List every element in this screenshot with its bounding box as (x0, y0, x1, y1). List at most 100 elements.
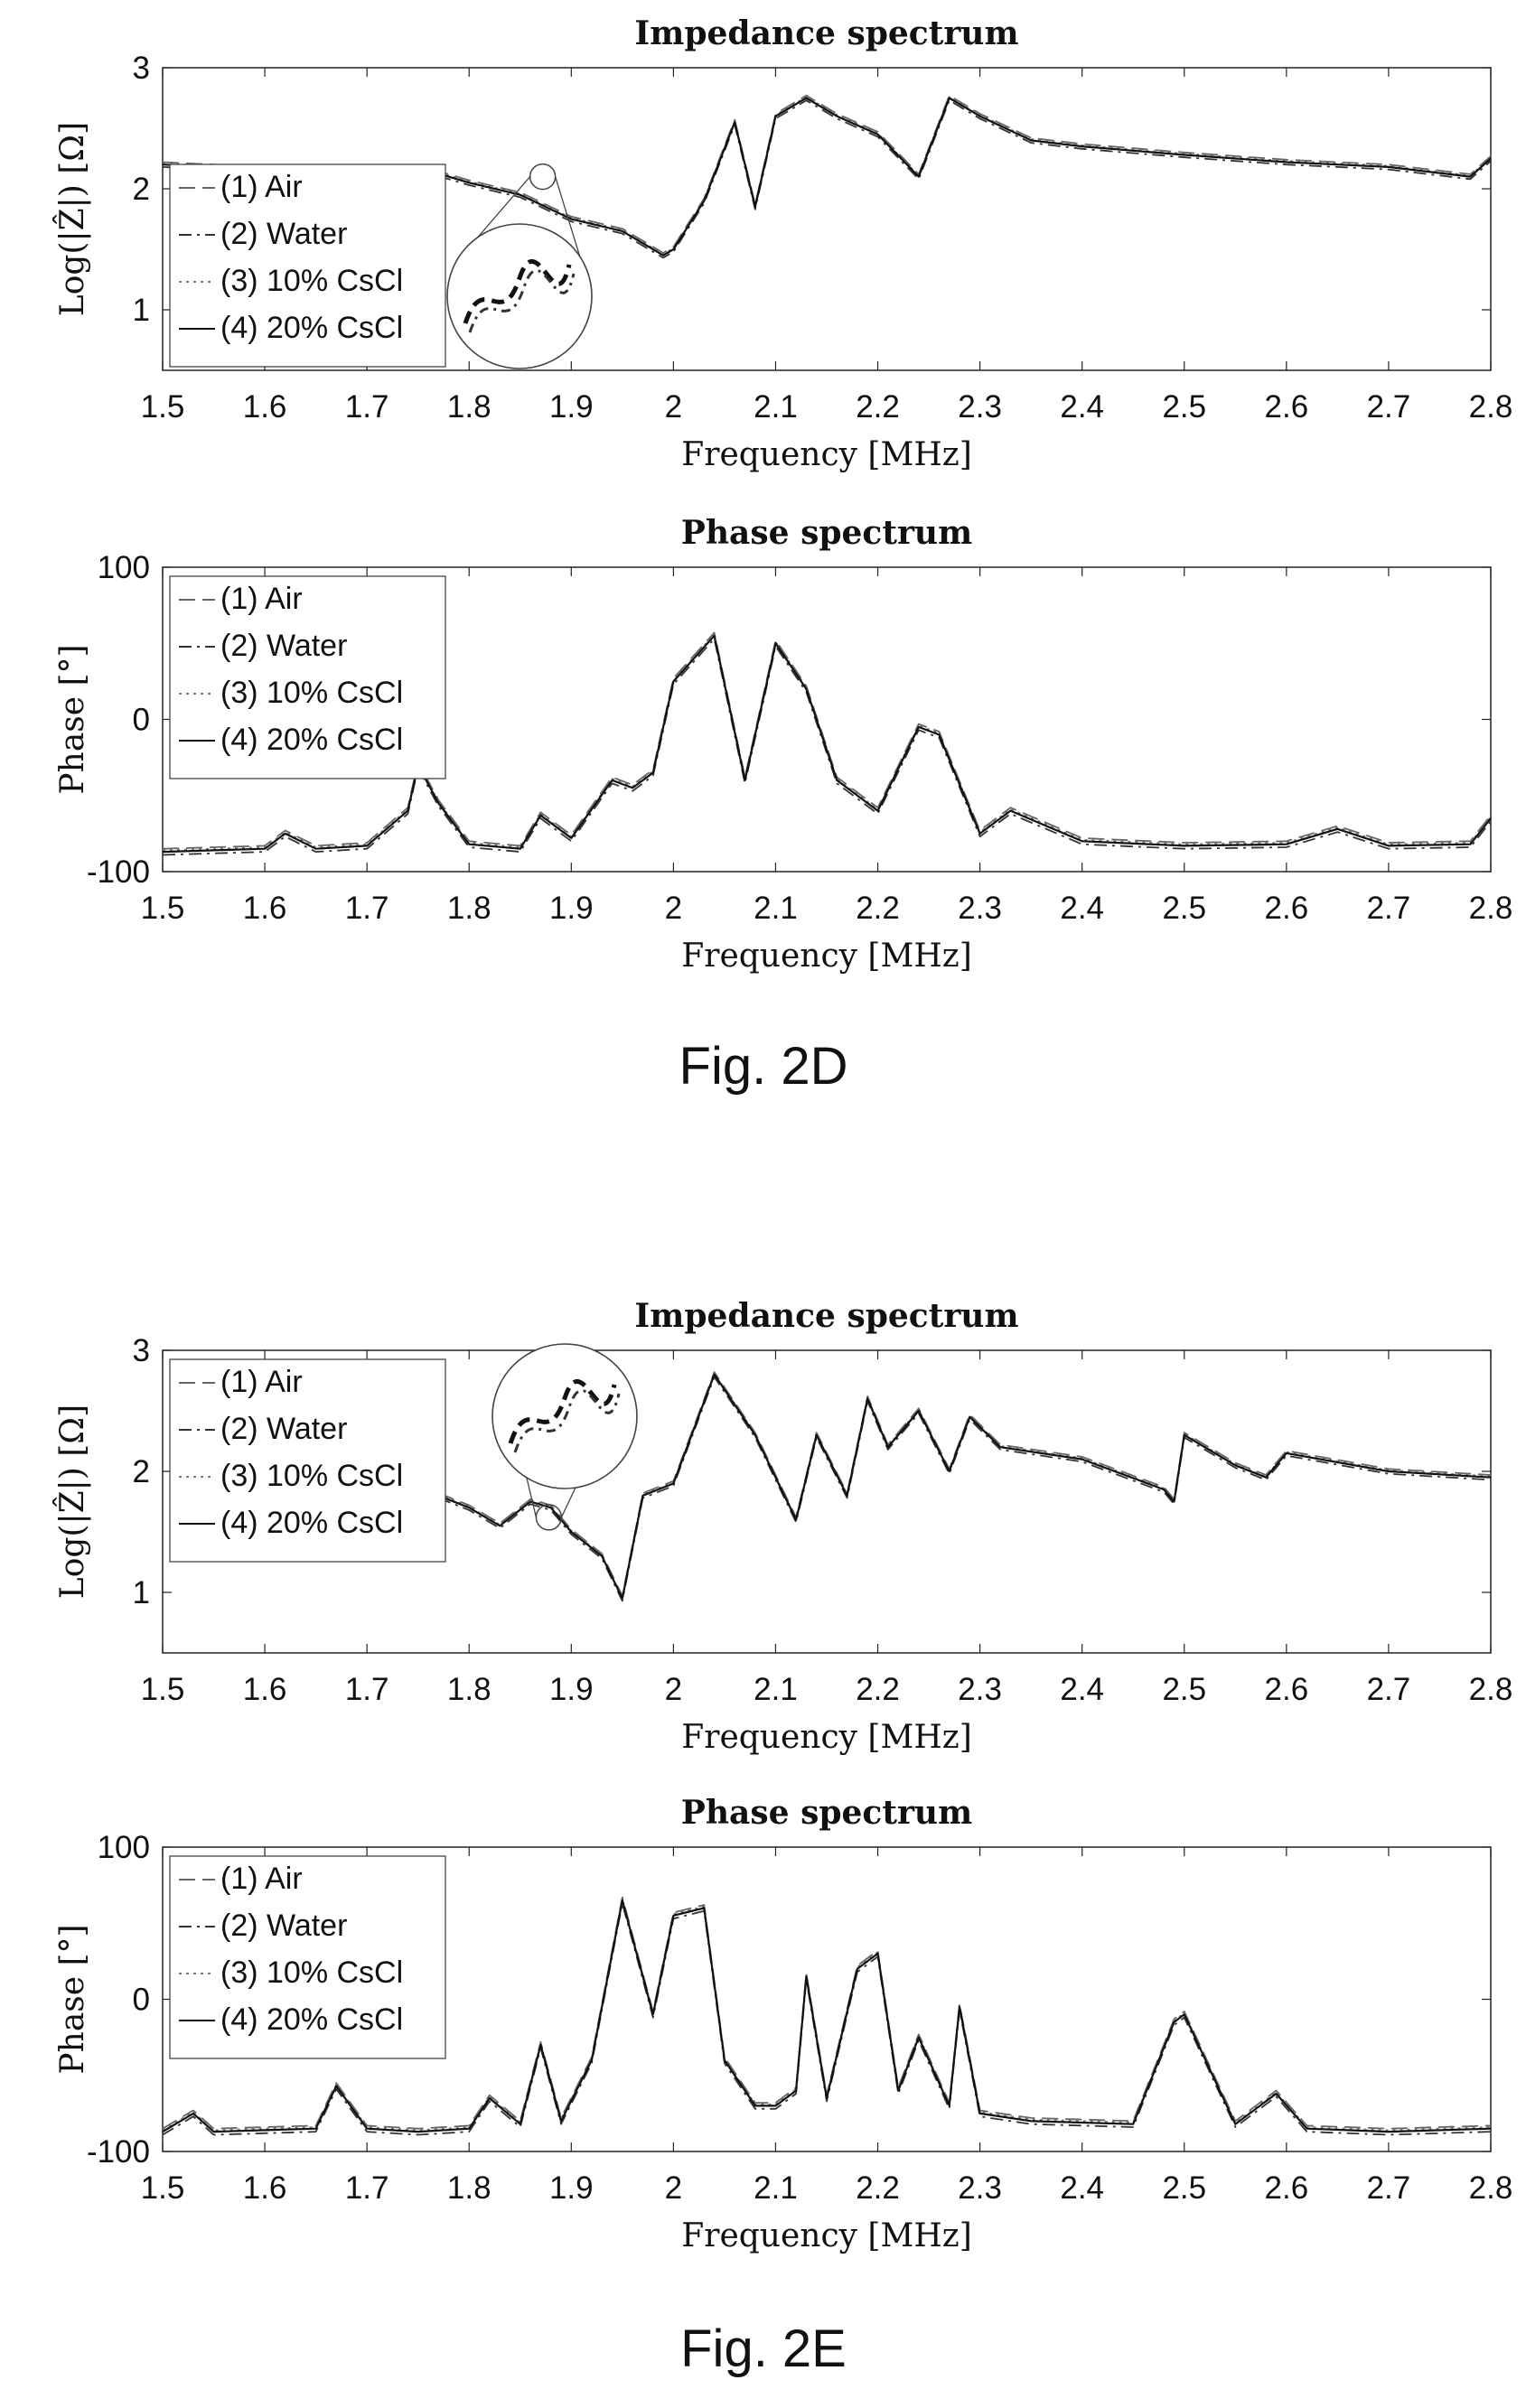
x-tick-label: 1.6 (243, 891, 287, 926)
chart-title: Impedance spectrum (634, 14, 1018, 52)
x-tick-label: 2.4 (1060, 2170, 1104, 2206)
x-tick-label: 1.7 (345, 1672, 389, 1707)
x-tick-label: 2.6 (1265, 2170, 1309, 2206)
x-axis-label: Frequency [MHz] (681, 938, 971, 975)
x-tick-label: 2.6 (1265, 891, 1309, 926)
legend-entry: (3) 10% CsCl (220, 676, 403, 710)
x-tick-label: 2.7 (1367, 1672, 1411, 1707)
x-tick-label: 2.7 (1367, 891, 1411, 926)
y-tick-label: 0 (133, 703, 150, 738)
series-line (162, 638, 1492, 856)
zoom-inset (446, 163, 593, 369)
x-tick-label: 2.1 (754, 389, 798, 425)
x-tick-label: 2 (665, 1672, 682, 1707)
legend-entry: (1) Air (220, 1365, 303, 1399)
chart-panel: Phase spectrum 1.5 1.6 1.7 1.8 1.9 2 2.1 2.2 2.3 2… (54, 1794, 1512, 2254)
series-line (162, 634, 1492, 854)
x-tick-label: 2.2 (856, 891, 900, 926)
chart-panel: Phase spectrum 1.5 1.6 1.7 1.8 1.9 2 2.1 2.2 2.3 2… (54, 514, 1512, 975)
legend-box (169, 163, 446, 368)
legend-entry: (3) 10% CsCl (220, 1955, 403, 1990)
legend-entry: (4) 20% CsCl (220, 2002, 403, 2037)
x-tick-label: 1.7 (345, 2170, 389, 2206)
zoom-detail-trace (508, 1379, 617, 1444)
x-tick-label: 2.2 (856, 1672, 900, 1707)
y-axis-label: Log(|Ẑ|) [Ω] (53, 122, 91, 316)
x-tick-label: 1.9 (549, 1672, 594, 1707)
legend-entry: (4) 20% CsCl (220, 311, 403, 345)
chart-panel: Impedance spectrum 1.5 1.6 1.7 1.8 1.9 2 2.1 2.2… (53, 14, 1512, 473)
x-axis-label: Frequency [MHz] (681, 436, 971, 473)
x-axis-label: Frequency [MHz] (681, 1719, 971, 1756)
x-tick-label: 2.6 (1265, 389, 1309, 425)
x-tick-label: 1.6 (243, 389, 287, 425)
x-tick-label: 2.4 (1060, 1672, 1104, 1707)
y-tick-label: -100 (87, 854, 150, 890)
x-tick-label: 2.4 (1060, 891, 1104, 926)
x-tick-label: 1.5 (141, 2170, 185, 2206)
x-tick-label: 2.4 (1060, 389, 1104, 425)
series-line (437, 1372, 1492, 1599)
x-tick-label: 2.7 (1367, 2170, 1411, 2206)
x-tick-label: 2.1 (754, 2170, 798, 2206)
series-line (162, 1902, 1492, 2136)
zoom-connector (555, 176, 582, 261)
x-tick-label: 2.3 (958, 2170, 1002, 2206)
x-tick-label: 1.7 (345, 891, 389, 926)
x-tick-label: 2.5 (1162, 2170, 1206, 2206)
x-tick-label: 2.3 (958, 1672, 1002, 1707)
legend-entry: (2) Water (220, 217, 347, 251)
figure-caption: Fig. 2D (679, 1037, 848, 1096)
x-tick-label: 1.6 (243, 1672, 287, 1707)
series-line (437, 1373, 1492, 1600)
x-tick-label: 1.6 (243, 2170, 287, 2206)
legend-entry: (1) Air (220, 170, 303, 204)
x-tick-label: 2.8 (1469, 1672, 1513, 1707)
legend-entry: (2) Water (220, 1412, 347, 1446)
y-tick-label: 100 (98, 550, 150, 585)
zoom-detail-trace (513, 1388, 621, 1453)
chart-title: Phase spectrum (681, 1794, 972, 1832)
x-tick-label: 2.5 (1162, 1672, 1206, 1707)
x-tick-label: 2.1 (754, 1672, 798, 1707)
series-line (162, 1896, 1492, 2130)
x-tick-label: 2 (665, 891, 682, 926)
y-tick-label: 2 (133, 1454, 150, 1489)
y-tick-label: 2 (133, 172, 150, 207)
chart-title: Phase spectrum (681, 514, 972, 552)
series-line (162, 1899, 1492, 2133)
x-tick-label: 2.3 (958, 389, 1002, 425)
x-tick-label: 2.1 (754, 891, 798, 926)
legend-entry: (4) 20% CsCl (220, 723, 403, 757)
y-tick-label: 1 (133, 293, 150, 328)
x-tick-label: 1.5 (141, 1672, 185, 1707)
legend-box (169, 1358, 446, 1563)
legend-entry: (1) Air (220, 1862, 303, 1896)
x-tick-label: 1.7 (345, 389, 389, 425)
legend-entry: (3) 10% CsCl (220, 264, 403, 298)
x-tick-label: 1.9 (549, 389, 594, 425)
x-tick-label: 2.8 (1469, 891, 1513, 926)
y-axis-label: Log(|Ẑ|) [Ω] (53, 1405, 91, 1599)
x-tick-label: 1.9 (549, 2170, 594, 2206)
x-tick-label: 2.8 (1469, 2170, 1513, 2206)
x-tick-label: 2.3 (958, 891, 1002, 926)
legend-entry: (4) 20% CsCl (220, 1506, 403, 1540)
series-line (162, 631, 1492, 850)
x-axis-label: Frequency [MHz] (681, 2217, 971, 2254)
x-tick-label: 2.2 (856, 2170, 900, 2206)
series-line (162, 633, 1492, 852)
legend-entry: (3) 10% CsCl (220, 1459, 403, 1493)
chart-panel: Impedance spectrum 1.5 1.6 1.7 1.8 1.9 2 2.1 2.2… (53, 1297, 1512, 1756)
zoom-detail-trace (463, 259, 572, 324)
x-tick-label: 2.2 (856, 389, 900, 425)
x-tick-label: 1.8 (447, 891, 492, 926)
y-axis-label: Phase [°] (54, 1924, 91, 2074)
y-tick-label: -100 (87, 2134, 150, 2170)
x-tick-label: 2 (665, 2170, 682, 2206)
legend-box (169, 575, 446, 779)
y-tick-label: 3 (133, 1333, 150, 1368)
legend-entry: (1) Air (220, 582, 303, 616)
y-axis-label: Phase [°] (54, 644, 91, 794)
x-tick-label: 2 (665, 389, 682, 425)
